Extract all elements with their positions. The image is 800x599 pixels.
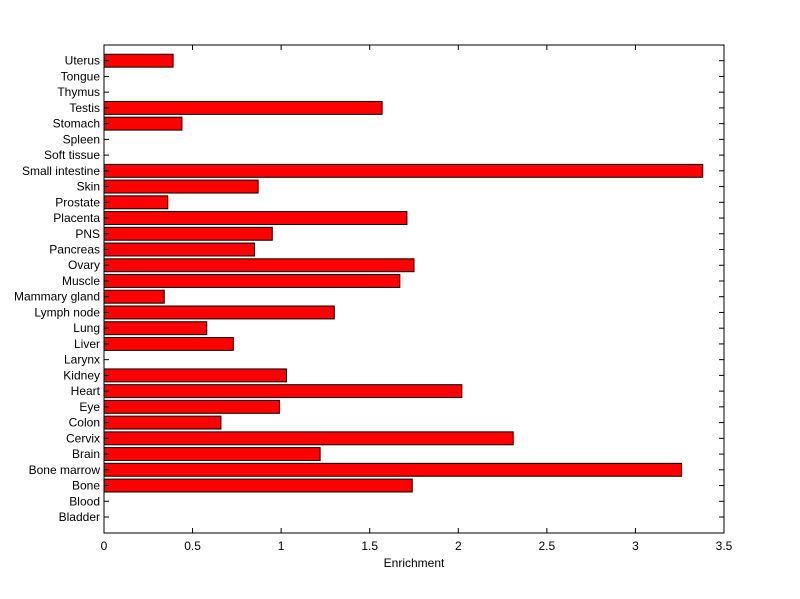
bar-mammary-gland (103, 289, 165, 304)
bar-pancreas (103, 242, 256, 257)
bar-kidney (103, 368, 287, 383)
y-tick-label: Lymph node (34, 305, 100, 319)
y-tick-label: Soft tissue (44, 148, 100, 162)
x-axis-label: Enrichment (384, 556, 445, 570)
y-tick-label: Bladder (59, 510, 100, 524)
bar-stomach (103, 116, 183, 131)
bar-placenta (103, 211, 408, 225)
y-tick-label: Bone (72, 479, 100, 493)
bar-ovary (103, 258, 415, 273)
y-tick-label: Pancreas (49, 243, 100, 257)
bar-brain (103, 447, 321, 462)
bar-colon (103, 415, 222, 430)
y-tick-label: Stomach (53, 117, 100, 131)
bar-skin (103, 179, 259, 194)
plot-frame (103, 44, 725, 534)
x-tick-label: 2 (455, 539, 462, 553)
bar-liver (103, 336, 234, 351)
y-tick-label: Liver (74, 337, 100, 351)
y-tick-label: Colon (69, 416, 100, 430)
y-tick-label: Blood (69, 494, 100, 508)
y-tick-label: Ovary (68, 258, 100, 272)
bar-eye (103, 399, 280, 414)
bar-bone-marrow (103, 462, 682, 477)
y-tick-label: Kidney (63, 368, 100, 382)
x-tick-label: 3 (632, 539, 639, 553)
bar-cervix (103, 431, 514, 446)
y-tick-label: Thymus (57, 85, 100, 99)
y-tick-label: Brain (72, 447, 100, 461)
x-tick-label: 3.5 (716, 539, 733, 553)
y-tick-label: Tongue (61, 69, 101, 83)
bar-lymph-node (103, 305, 335, 320)
y-tick-label: Prostate (55, 195, 100, 209)
y-tick-label: Testis (69, 101, 100, 115)
x-tick-label: 0 (101, 539, 108, 553)
y-tick-label: Muscle (62, 274, 100, 288)
bar-pns (103, 226, 273, 241)
bar-small-intestine (103, 163, 704, 178)
y-tick-label: Cervix (66, 431, 100, 445)
y-tick-label: Bone marrow (29, 463, 101, 477)
bar-muscle (103, 274, 401, 288)
y-tick-label: Lung (73, 321, 100, 335)
bar-uterus (103, 53, 174, 68)
x-tick-label: 0.5 (184, 539, 201, 553)
bar-heart (103, 384, 463, 399)
bar-prostate (103, 195, 169, 210)
y-tick-label: Small intestine (22, 164, 100, 178)
x-tick-label: 2.5 (539, 539, 556, 553)
y-tick-label: Placenta (53, 211, 100, 225)
x-tick-label: 1.5 (361, 539, 378, 553)
y-tick-label: Heart (71, 384, 101, 398)
y-tick-label: Uterus (65, 54, 100, 68)
y-tick-label: PNS (75, 227, 100, 241)
bar-bone (103, 478, 413, 493)
x-tick-label: 1 (278, 539, 285, 553)
y-tick-label: Mammary gland (14, 290, 100, 304)
y-tick-label: Skin (77, 180, 100, 194)
bar-testis (103, 100, 383, 115)
y-tick-label: Spleen (63, 132, 100, 146)
y-tick-label: Larynx (64, 353, 100, 367)
bar-lung (103, 321, 208, 336)
y-tick-label: Eye (79, 400, 100, 414)
